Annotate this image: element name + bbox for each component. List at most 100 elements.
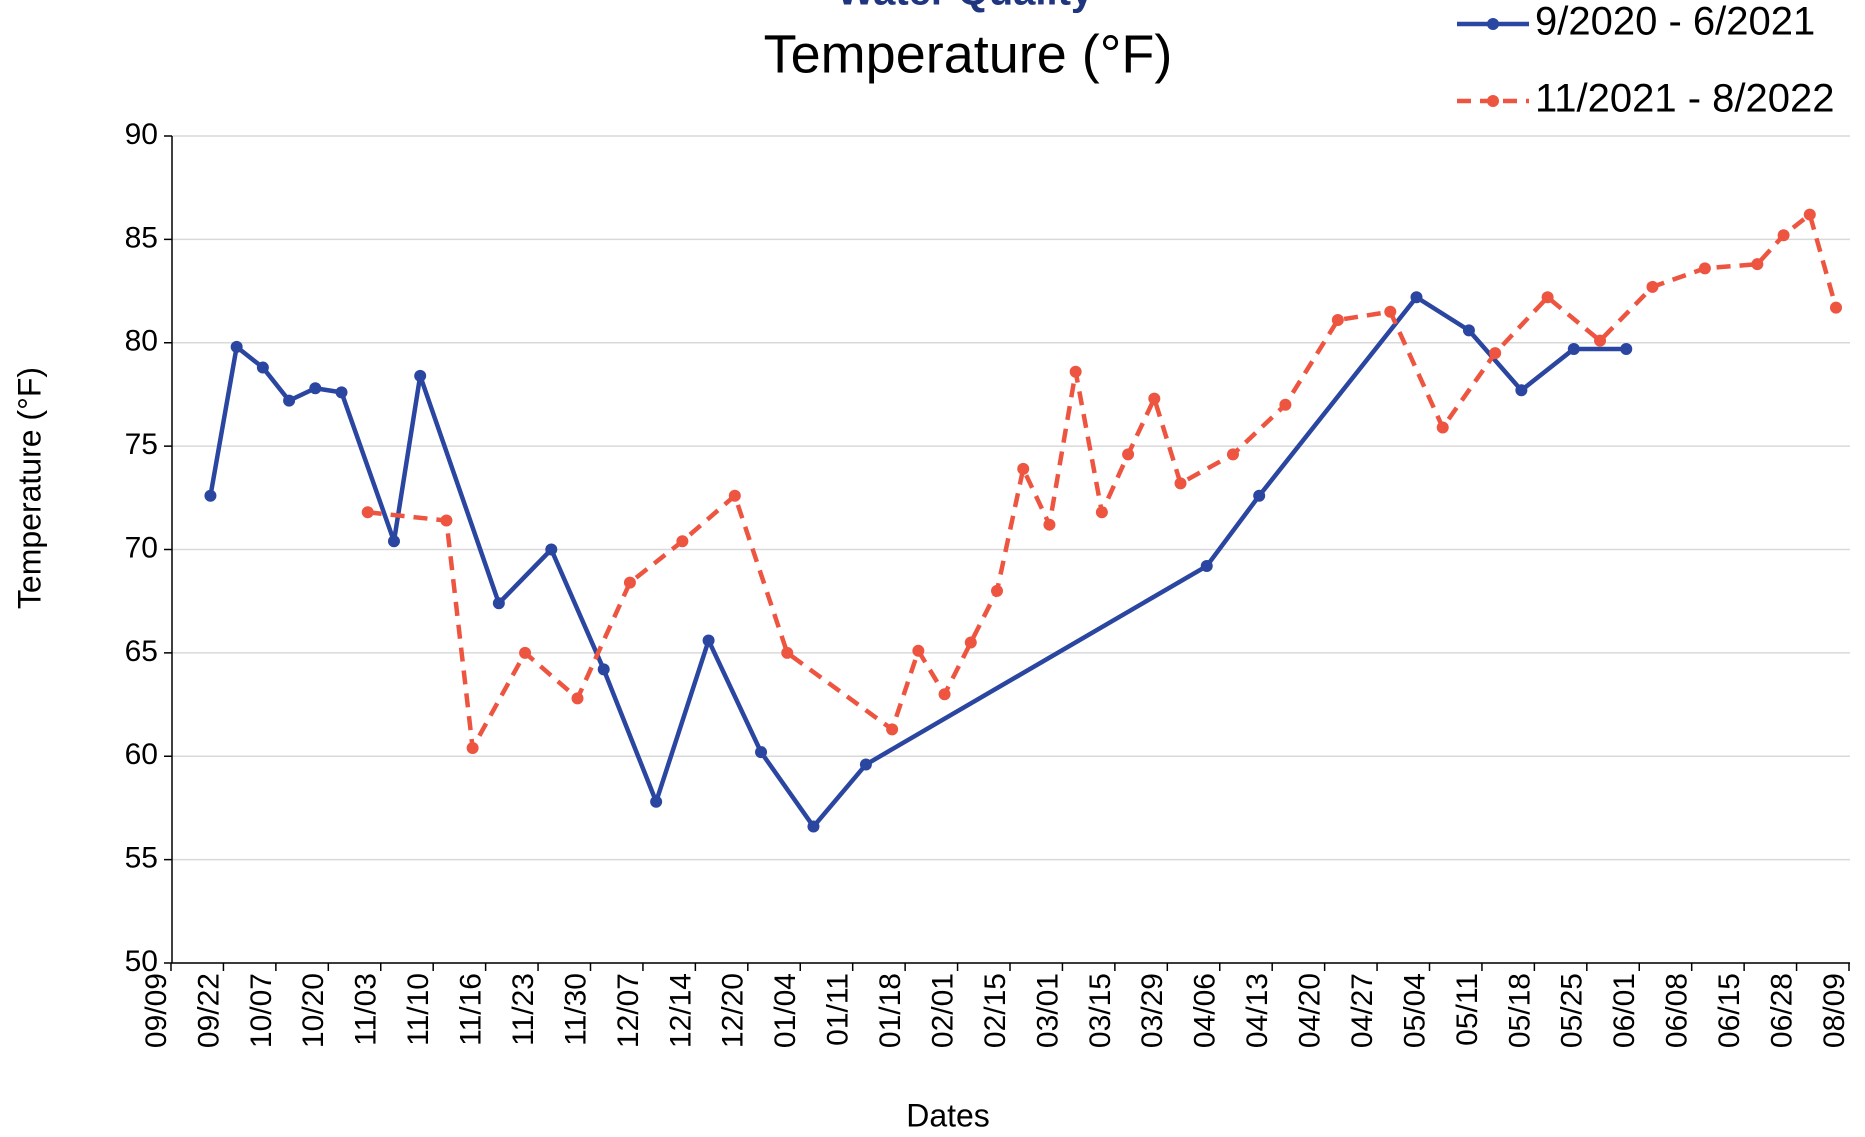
data-point bbox=[492, 597, 505, 610]
x-tick-label: 06/28 bbox=[1765, 973, 1798, 1048]
x-tick-label: 12/07 bbox=[612, 973, 645, 1048]
x-tick-label: 04/20 bbox=[1294, 973, 1327, 1048]
data-point bbox=[859, 758, 872, 771]
data-point bbox=[1095, 506, 1108, 519]
data-point bbox=[1200, 560, 1213, 573]
data-point bbox=[1594, 334, 1607, 347]
y-tick-label: 55 bbox=[125, 842, 158, 875]
x-tick-label: 04/06 bbox=[1189, 973, 1222, 1048]
x-tick-label: 08/09 bbox=[1818, 973, 1851, 1048]
data-point bbox=[1253, 489, 1266, 502]
x-tick-label: 09/22 bbox=[192, 973, 225, 1048]
y-axis-title: Temperature (°F) bbox=[11, 367, 47, 609]
y-tick-label: 85 bbox=[125, 221, 158, 254]
data-point bbox=[1122, 448, 1135, 461]
data-point bbox=[1331, 314, 1344, 327]
data-point bbox=[414, 369, 427, 382]
x-tick-label: 01/18 bbox=[874, 973, 907, 1048]
data-point bbox=[1567, 342, 1580, 355]
data-point bbox=[597, 663, 610, 676]
x-tick-label: 03/01 bbox=[1031, 973, 1064, 1048]
data-point bbox=[204, 489, 217, 502]
data-point bbox=[728, 489, 741, 502]
x-tick-label: 05/11 bbox=[1451, 973, 1484, 1046]
x-tick-label: 05/04 bbox=[1398, 973, 1431, 1048]
x-tick-label: 10/07 bbox=[245, 973, 278, 1048]
data-point bbox=[938, 688, 951, 701]
data-point bbox=[912, 644, 925, 657]
data-point bbox=[1384, 305, 1397, 318]
data-point bbox=[545, 543, 558, 556]
data-point bbox=[1515, 384, 1528, 397]
series-line bbox=[367, 212, 1839, 751]
data-point bbox=[335, 386, 348, 399]
x-tick-label: 10/20 bbox=[297, 973, 330, 1048]
x-tick-label: 12/20 bbox=[717, 973, 750, 1048]
x-tick-label: 04/27 bbox=[1346, 973, 1379, 1048]
data-point bbox=[1620, 342, 1633, 355]
y-tick-label: 65 bbox=[125, 635, 158, 668]
x-tick-label: 05/18 bbox=[1503, 973, 1536, 1048]
chart-supertitle: Water Quality bbox=[837, 0, 1094, 14]
x-tick-label: 11/10 bbox=[402, 973, 435, 1046]
x-tick-label: 11/16 bbox=[455, 973, 488, 1046]
legend-marker bbox=[1487, 95, 1499, 107]
data-point bbox=[1462, 324, 1475, 337]
x-tick-label: 06/15 bbox=[1713, 973, 1746, 1048]
data-point bbox=[1489, 347, 1502, 360]
x-tick-label: 11/23 bbox=[507, 973, 540, 1046]
x-tick-label: 01/11 bbox=[822, 973, 855, 1046]
data-point bbox=[1410, 291, 1423, 304]
data-point bbox=[1017, 462, 1030, 475]
data-point bbox=[1830, 301, 1842, 314]
x-axis-title: Dates bbox=[906, 1097, 990, 1133]
data-point bbox=[466, 741, 479, 754]
x-tick-label: 03/15 bbox=[1084, 973, 1117, 1048]
data-point bbox=[283, 394, 296, 407]
data-point bbox=[781, 646, 794, 659]
data-point bbox=[519, 646, 532, 659]
data-point bbox=[964, 636, 977, 649]
y-tick-label: 75 bbox=[125, 428, 158, 461]
data-point bbox=[1751, 258, 1764, 271]
x-tick-label: 12/14 bbox=[664, 973, 697, 1048]
x-tick-label: 03/29 bbox=[1136, 973, 1169, 1048]
x-tick-label: 02/01 bbox=[926, 973, 959, 1048]
data-point bbox=[886, 723, 899, 736]
data-point bbox=[702, 634, 715, 647]
data-point bbox=[1436, 421, 1449, 434]
y-tick-label: 70 bbox=[125, 531, 158, 564]
y-tick-label: 90 bbox=[125, 118, 158, 151]
data-point bbox=[1148, 392, 1161, 405]
x-tick-label: 05/25 bbox=[1556, 973, 1589, 1048]
data-point bbox=[1279, 398, 1292, 411]
y-tick-label: 50 bbox=[125, 945, 158, 978]
x-tick-label: 11/03 bbox=[350, 973, 383, 1046]
data-point bbox=[676, 535, 689, 548]
x-tick-label: 01/04 bbox=[769, 973, 802, 1048]
data-point bbox=[309, 382, 322, 395]
data-point bbox=[571, 692, 584, 705]
data-point bbox=[623, 576, 636, 589]
chart-title: Temperature (°F) bbox=[764, 24, 1173, 84]
data-point bbox=[361, 506, 374, 519]
data-point bbox=[650, 795, 663, 808]
data-point bbox=[1226, 448, 1239, 461]
legend-marker bbox=[1487, 18, 1499, 30]
data-point bbox=[991, 584, 1003, 597]
data-point bbox=[1698, 262, 1711, 275]
data-point bbox=[440, 514, 453, 527]
y-tick-label: 80 bbox=[125, 325, 158, 358]
x-tick-label: 06/01 bbox=[1608, 973, 1641, 1048]
x-tick-label: 11/30 bbox=[559, 973, 592, 1046]
data-point bbox=[1043, 518, 1056, 531]
data-point bbox=[1069, 365, 1082, 378]
data-point bbox=[1541, 291, 1554, 304]
x-tick-label: 09/09 bbox=[140, 973, 173, 1048]
x-tick-label: 04/13 bbox=[1241, 973, 1274, 1048]
x-tick-label: 06/08 bbox=[1661, 973, 1694, 1048]
data-point bbox=[1777, 229, 1790, 242]
data-point bbox=[1803, 208, 1816, 221]
